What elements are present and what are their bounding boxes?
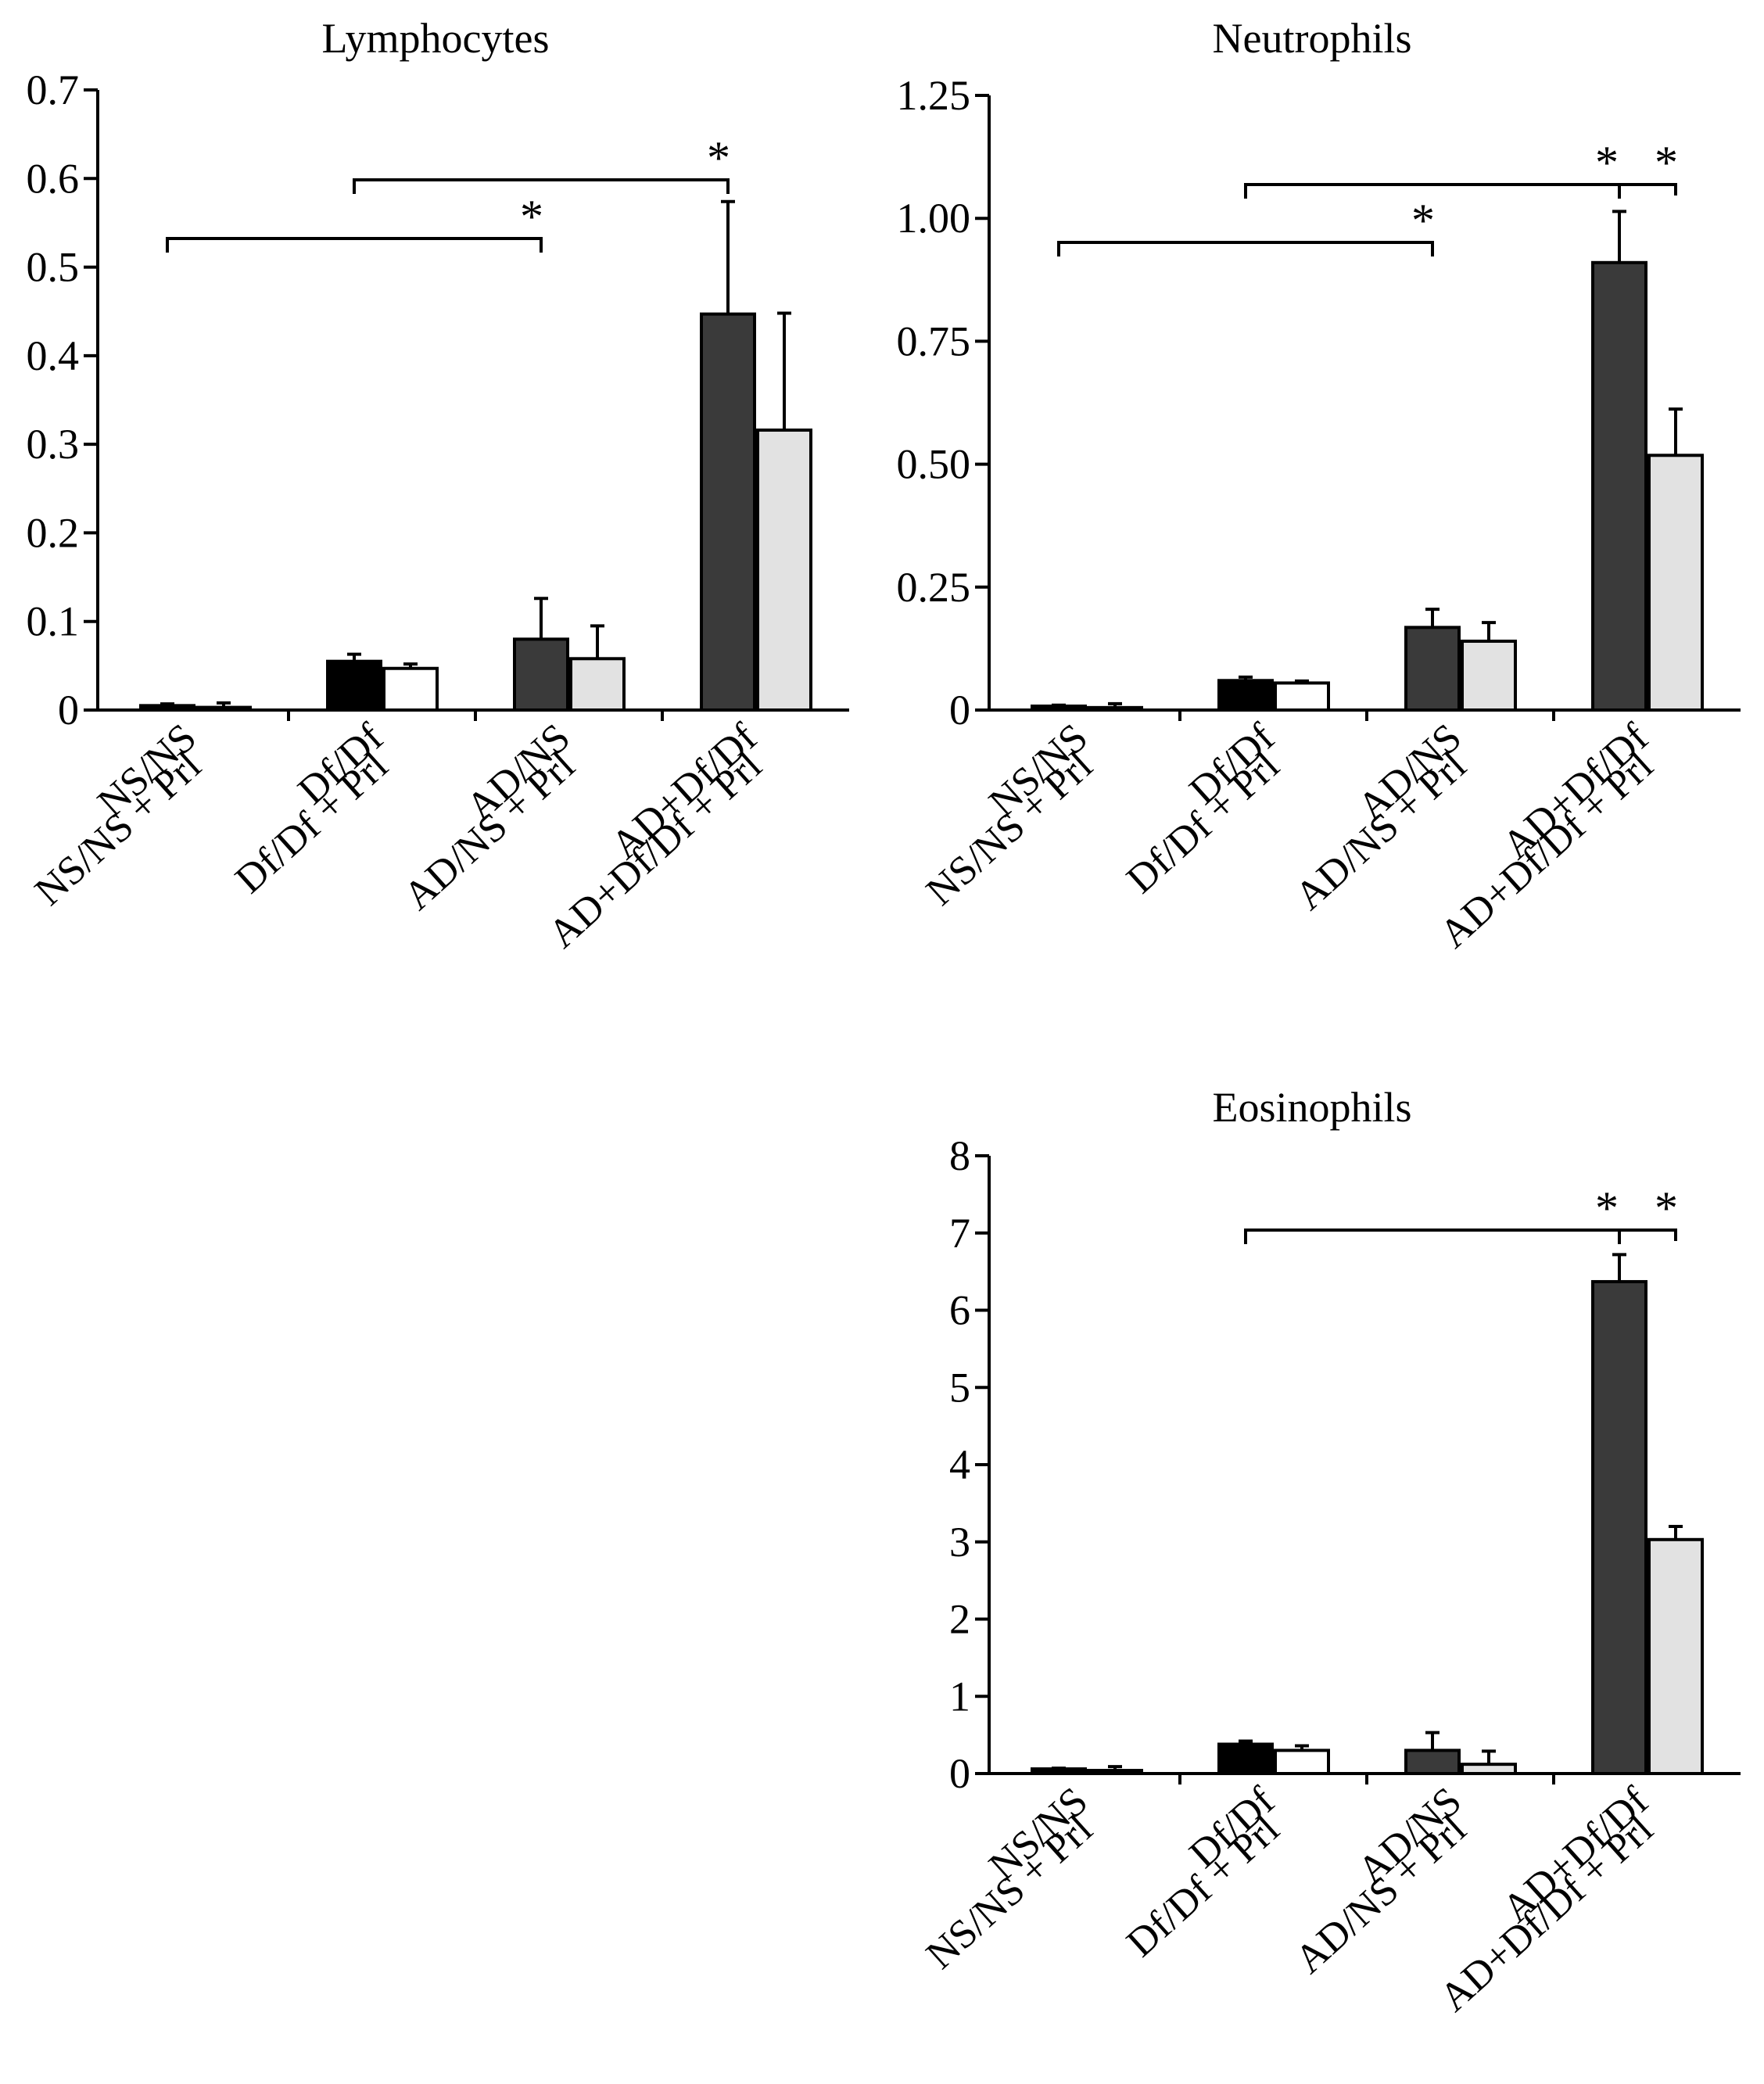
bar: [1591, 1279, 1647, 1775]
eosinophils-title: Eosinophils: [1212, 1084, 1411, 1131]
significance-bracket: [353, 178, 730, 194]
significance-bracket: [1618, 1229, 1677, 1241]
bar: [1461, 1763, 1517, 1775]
y-tick-label: 7: [949, 1210, 970, 1257]
y-tick-label: 5: [949, 1364, 970, 1411]
y-tick-label: 0.1: [27, 598, 80, 645]
significance-star: *: [1655, 1182, 1678, 1234]
bar: [1274, 681, 1330, 712]
y-tick-label: 1.25: [897, 72, 971, 119]
bar: [1647, 454, 1704, 712]
bar: [1087, 705, 1143, 712]
y-tick-label: 0.5: [27, 244, 80, 291]
significance-star: *: [1411, 195, 1435, 246]
bar: [1461, 639, 1517, 712]
bar: [382, 666, 439, 712]
lymphocytes-panel: Lymphocytes 00.10.20.30.40.50.60.7NS/NSN…: [27, 15, 849, 957]
y-tick-label: 4: [949, 1441, 970, 1488]
y-tick-label: 1.00: [897, 195, 971, 242]
y-tick-label: 0: [58, 687, 79, 734]
significance-bracket: [1057, 241, 1434, 256]
bar: [1087, 1769, 1143, 1776]
bar: [1591, 260, 1647, 712]
y-tick-label: 0.25: [897, 564, 971, 611]
significance-star: *: [1655, 137, 1678, 188]
bar: [1404, 626, 1461, 712]
bar: [1274, 1749, 1330, 1775]
significance-bracket: [166, 237, 543, 253]
y-tick-label: 0.3: [27, 421, 80, 468]
bar: [1404, 1749, 1461, 1775]
bar: [700, 312, 756, 712]
significance-star: *: [1595, 1182, 1619, 1234]
bar: [569, 657, 626, 712]
bar: [1647, 1537, 1704, 1775]
bar: [195, 705, 252, 712]
y-tick-label: 1: [949, 1673, 970, 1720]
y-tick-label: 0.75: [897, 317, 971, 364]
significance-star: *: [1595, 137, 1619, 188]
neutrophils-title: Neutrophils: [1213, 15, 1412, 62]
bar: [139, 704, 195, 712]
significance-bracket: [1244, 1229, 1621, 1244]
y-tick-label: 3: [949, 1519, 970, 1566]
y-tick-label: 8: [949, 1132, 970, 1179]
bar: [1217, 679, 1274, 712]
neutrophils-panel: Neutrophils 00.250.500.751.001.25NS/NSNS…: [897, 15, 1741, 957]
bar: [513, 637, 569, 712]
bar: [756, 429, 812, 712]
significance-star: *: [520, 191, 543, 242]
lymphocytes-title: Lymphocytes: [322, 15, 550, 62]
y-tick-label: 0: [949, 687, 970, 734]
y-tick-label: 0.2: [27, 509, 80, 556]
significance-star: *: [707, 132, 730, 184]
y-tick-label: 6: [949, 1287, 970, 1334]
y-tick-label: 2: [949, 1596, 970, 1643]
bar: [1217, 1742, 1274, 1776]
y-tick-label: 0: [949, 1750, 970, 1797]
y-tick-label: 0.4: [27, 332, 80, 379]
y-tick-label: 0.50: [897, 441, 971, 488]
bar: [1031, 704, 1087, 712]
bar: [326, 659, 382, 712]
significance-bracket: [1618, 183, 1677, 195]
y-tick-label: 0.7: [27, 66, 80, 113]
y-tick-label: 0.6: [27, 155, 80, 202]
